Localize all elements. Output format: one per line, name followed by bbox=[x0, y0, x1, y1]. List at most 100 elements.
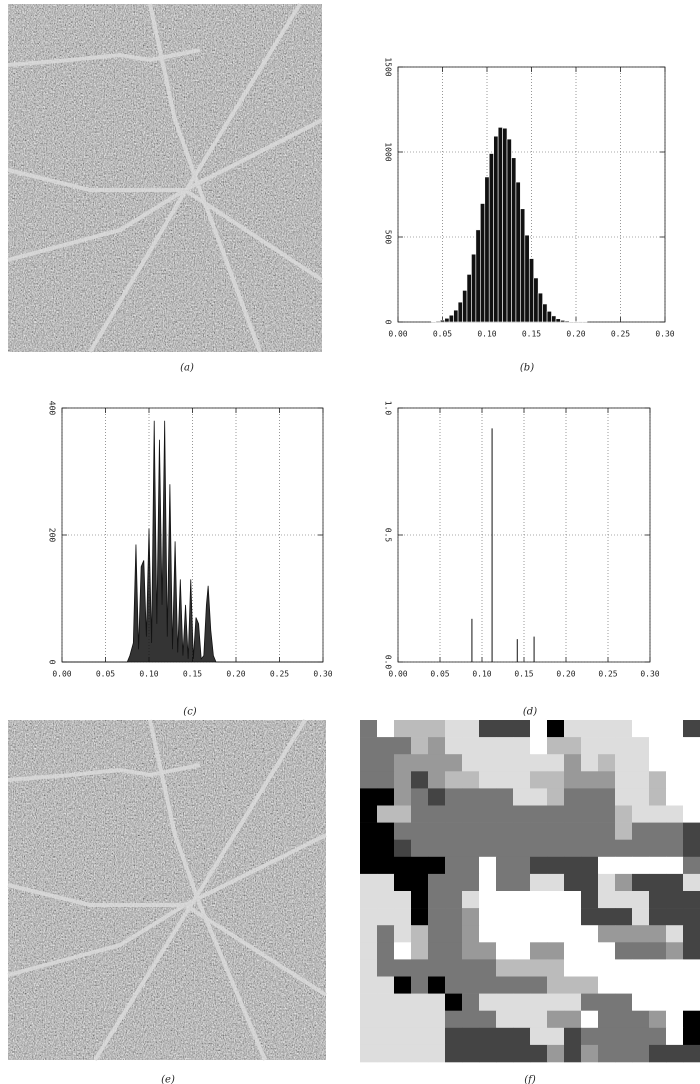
segment-cell bbox=[394, 737, 412, 755]
segment-cell bbox=[683, 1010, 700, 1029]
segment-cell bbox=[564, 976, 582, 994]
segment-cell bbox=[445, 959, 463, 977]
segment-cell bbox=[683, 771, 700, 789]
segment-cell bbox=[615, 754, 633, 772]
segment-cell bbox=[411, 925, 429, 943]
segment-cell bbox=[564, 856, 582, 875]
x-tick-label: 0.15 bbox=[522, 330, 541, 339]
segment-cell bbox=[564, 891, 582, 909]
segment-cell bbox=[683, 908, 700, 926]
x-tick-label: 0.25 bbox=[598, 670, 617, 679]
segment-cell bbox=[632, 976, 650, 994]
segment-cell bbox=[513, 959, 531, 977]
segment-cell bbox=[411, 942, 429, 960]
segment-cell bbox=[462, 942, 480, 960]
histogram-bar bbox=[528, 258, 535, 323]
segment-cell bbox=[666, 1010, 684, 1029]
segment-cell bbox=[649, 720, 667, 738]
segment-cell bbox=[428, 805, 446, 823]
segment-cell bbox=[530, 925, 548, 943]
segment-cell bbox=[496, 737, 514, 755]
segment-cell bbox=[547, 942, 565, 960]
histogram-bar bbox=[524, 234, 530, 323]
segment-cell bbox=[360, 873, 378, 892]
segment-cell bbox=[411, 993, 429, 1011]
segment-cell bbox=[479, 925, 497, 943]
segment-cell bbox=[445, 1027, 463, 1046]
segment-cell bbox=[632, 754, 650, 772]
y-tick-label: 0.5 bbox=[384, 528, 393, 543]
segment-cell bbox=[615, 1010, 633, 1029]
segment-cell bbox=[530, 839, 548, 858]
histogram-bar bbox=[560, 319, 566, 323]
segment-cell bbox=[581, 839, 599, 858]
segment-cell bbox=[496, 1027, 514, 1046]
panel-caption: (a) bbox=[180, 363, 194, 374]
segment-cell bbox=[479, 771, 497, 789]
segment-cell bbox=[530, 873, 548, 892]
segment-cell bbox=[581, 976, 599, 994]
segment-cell bbox=[462, 1010, 480, 1029]
segment-cell bbox=[564, 942, 582, 960]
segment-cell bbox=[632, 908, 650, 926]
segment-cell bbox=[632, 839, 650, 858]
segment-cell bbox=[615, 891, 633, 909]
segment-cell bbox=[377, 1010, 395, 1029]
histogram-bar bbox=[480, 203, 486, 323]
segment-cell bbox=[377, 959, 395, 977]
x-tick-label: 0.20 bbox=[566, 330, 585, 339]
segment-cell bbox=[496, 891, 514, 909]
segment-cell bbox=[632, 993, 650, 1011]
segment-cell bbox=[513, 908, 531, 926]
histogram-bar bbox=[439, 319, 446, 323]
segment-cell bbox=[411, 737, 429, 755]
segment-cell bbox=[445, 822, 463, 840]
segment-cell bbox=[530, 908, 548, 926]
segment-cell bbox=[513, 788, 531, 806]
segment-cell bbox=[428, 822, 446, 840]
segment-cell bbox=[547, 856, 565, 875]
segment-cell bbox=[683, 942, 700, 960]
segment-cell bbox=[598, 737, 616, 755]
segment-cell bbox=[683, 754, 700, 772]
x-tick-label: 0.10 bbox=[139, 670, 158, 679]
segment-cell bbox=[632, 1027, 650, 1046]
segmentation-image-f bbox=[360, 720, 700, 1063]
segment-cell bbox=[683, 805, 700, 823]
segment-cell bbox=[598, 754, 616, 772]
segment-cell bbox=[411, 976, 429, 994]
segment-cell bbox=[666, 925, 684, 943]
segment-cell bbox=[428, 1027, 446, 1046]
y-tick-label: 0 bbox=[48, 660, 57, 665]
y-tick-label: 400 bbox=[48, 401, 57, 416]
segment-cell bbox=[377, 856, 395, 875]
segment-cell bbox=[666, 976, 684, 994]
segment-cell bbox=[428, 737, 446, 755]
segment-cell bbox=[513, 993, 531, 1011]
segment-cell bbox=[598, 839, 616, 858]
segment-cell bbox=[445, 1010, 463, 1029]
segment-cell bbox=[513, 839, 531, 858]
panel-caption: (e) bbox=[161, 1075, 175, 1084]
segment-cell bbox=[632, 891, 650, 909]
segment-cell bbox=[377, 942, 395, 960]
segment-cell bbox=[496, 993, 514, 1011]
x-tick-label: 0.10 bbox=[477, 330, 496, 339]
histogram-bar bbox=[546, 310, 552, 323]
segment-cell bbox=[530, 856, 548, 875]
segment-cell bbox=[428, 771, 446, 789]
segment-cell bbox=[564, 805, 582, 823]
segment-cell bbox=[547, 788, 565, 806]
segment-cell bbox=[377, 754, 395, 772]
segment-cell bbox=[598, 822, 616, 840]
segment-cell bbox=[666, 891, 684, 909]
segment-cell bbox=[377, 737, 395, 755]
segment-cell bbox=[394, 856, 412, 875]
segment-cell bbox=[462, 976, 480, 994]
segment-cell bbox=[581, 993, 599, 1011]
segment-cell bbox=[564, 1027, 582, 1046]
histogram-bar bbox=[551, 315, 557, 323]
segment-cell bbox=[411, 1044, 429, 1063]
segment-cell bbox=[683, 856, 700, 875]
segment-cell bbox=[360, 925, 378, 943]
